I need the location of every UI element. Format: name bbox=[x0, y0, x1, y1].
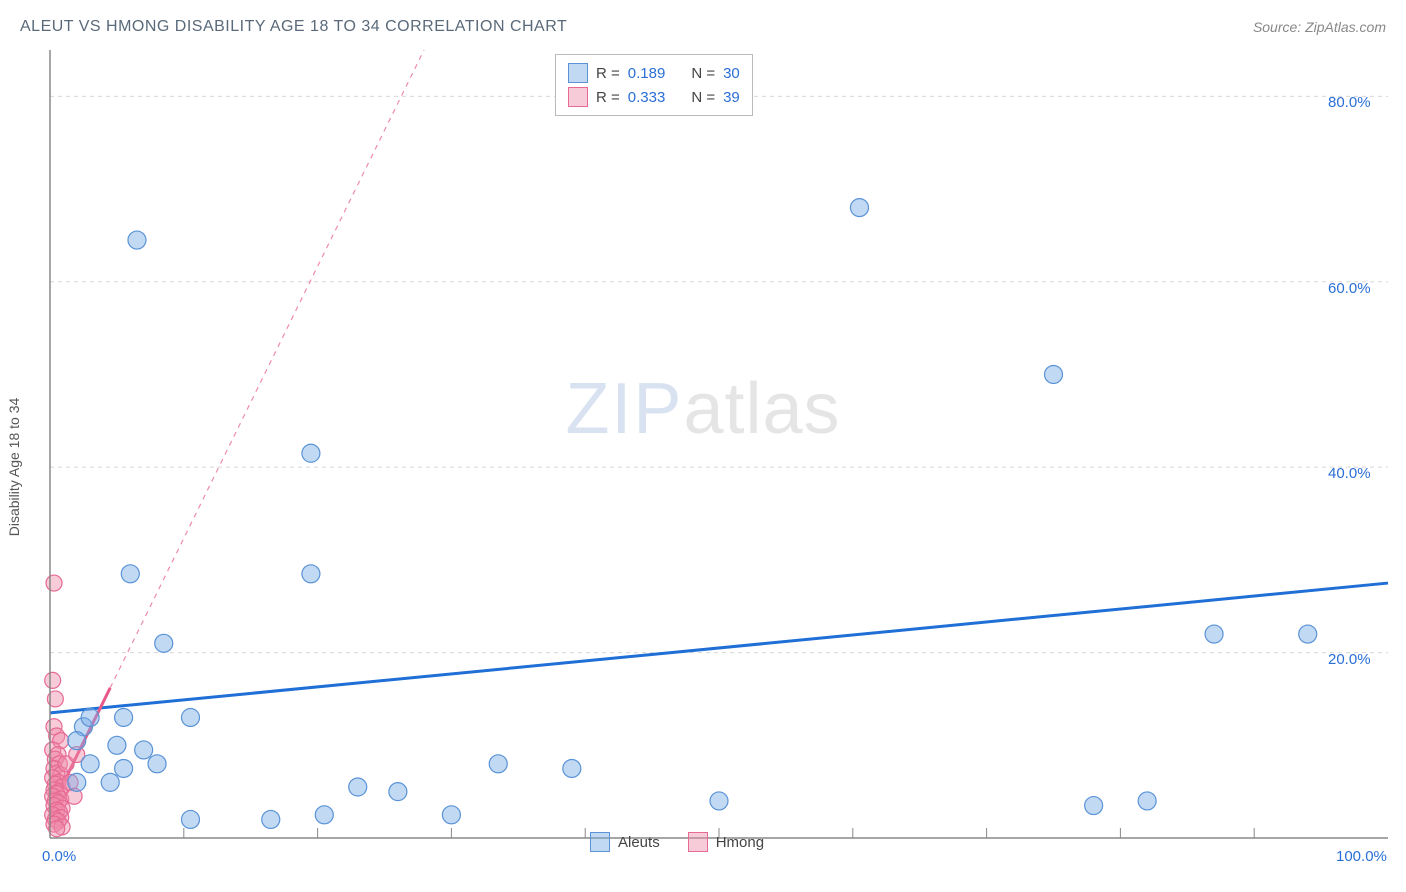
legend-r-label: R = bbox=[596, 89, 620, 106]
data-point bbox=[563, 759, 581, 777]
legend-n-label: N = bbox=[691, 65, 715, 82]
data-point bbox=[115, 708, 133, 726]
data-point bbox=[135, 741, 153, 759]
source-label: Source: ZipAtlas.com bbox=[1253, 19, 1386, 35]
legend-swatch bbox=[568, 63, 588, 83]
legend-label: Hmong bbox=[716, 834, 764, 851]
legend-item: Hmong bbox=[688, 832, 764, 852]
data-point bbox=[302, 444, 320, 462]
scatter-chart bbox=[0, 44, 1406, 874]
data-point bbox=[81, 708, 99, 726]
legend-label: Aleuts bbox=[618, 834, 660, 851]
correlation-legend: R = 0.189 N = 30 R = 0.333 N = 39 bbox=[555, 54, 753, 116]
data-point bbox=[81, 755, 99, 773]
series-legend: Aleuts Hmong bbox=[590, 832, 764, 852]
y-tick-label: 40.0% bbox=[1328, 465, 1406, 482]
data-point bbox=[155, 634, 173, 652]
chart-container: Disability Age 18 to 34 ZIPatlas R =0.18… bbox=[0, 44, 1406, 874]
legend-r-value: 0.189 bbox=[628, 65, 666, 82]
legend-n-value: 30 bbox=[723, 65, 740, 82]
data-point bbox=[148, 755, 166, 773]
data-point bbox=[181, 810, 199, 828]
data-point bbox=[262, 810, 280, 828]
y-axis-label: Disability Age 18 to 34 bbox=[6, 398, 22, 537]
data-point bbox=[1085, 797, 1103, 815]
legend-row: R = 0.189 N = 30 bbox=[568, 61, 740, 85]
data-point bbox=[1045, 365, 1063, 383]
data-point bbox=[710, 792, 728, 810]
chart-title: ALEUT VS HMONG DISABILITY AGE 18 TO 34 C… bbox=[20, 18, 567, 36]
legend-r-value: 0.333 bbox=[628, 89, 666, 106]
data-point bbox=[68, 732, 86, 750]
data-point bbox=[302, 565, 320, 583]
trend-line bbox=[50, 583, 1388, 713]
legend-swatch bbox=[568, 87, 588, 107]
legend-row: R = 0.333 N = 39 bbox=[568, 85, 740, 109]
data-point bbox=[49, 821, 65, 837]
trend-line-dashed bbox=[110, 50, 424, 688]
data-point bbox=[115, 759, 133, 777]
data-point bbox=[45, 672, 61, 688]
x-tick-label: 0.0% bbox=[42, 848, 76, 865]
y-tick-label: 60.0% bbox=[1328, 280, 1406, 297]
y-tick-label: 20.0% bbox=[1328, 651, 1406, 668]
data-point bbox=[1299, 625, 1317, 643]
x-tick-label: 100.0% bbox=[1336, 848, 1387, 865]
legend-swatch bbox=[590, 832, 610, 852]
data-point bbox=[1138, 792, 1156, 810]
data-point bbox=[389, 783, 407, 801]
data-point bbox=[442, 806, 460, 824]
legend-n-label: N = bbox=[691, 89, 715, 106]
data-point bbox=[1205, 625, 1223, 643]
data-point bbox=[128, 231, 146, 249]
legend-r-label: R = bbox=[596, 65, 620, 82]
data-point bbox=[315, 806, 333, 824]
data-point bbox=[121, 565, 139, 583]
legend-swatch bbox=[688, 832, 708, 852]
y-tick-label: 80.0% bbox=[1328, 94, 1406, 111]
data-point bbox=[46, 575, 62, 591]
data-point bbox=[68, 773, 86, 791]
data-point bbox=[108, 736, 126, 754]
data-point bbox=[181, 708, 199, 726]
legend-n-value: 39 bbox=[723, 89, 740, 106]
chart-header: ALEUT VS HMONG DISABILITY AGE 18 TO 34 C… bbox=[0, 0, 1406, 44]
data-point bbox=[101, 773, 119, 791]
legend-item: Aleuts bbox=[590, 832, 660, 852]
data-point bbox=[349, 778, 367, 796]
data-point bbox=[489, 755, 507, 773]
data-point bbox=[850, 199, 868, 217]
